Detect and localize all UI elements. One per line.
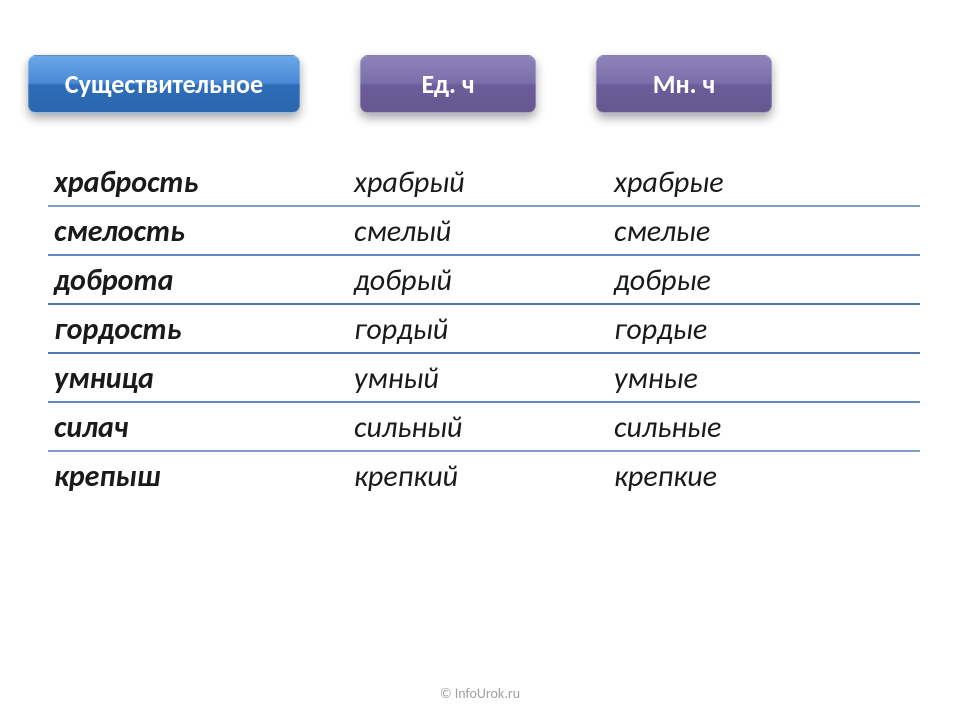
cell-noun: гордость [54,311,354,348]
header-row: Существительное Ед. ч Мн. ч [0,0,960,113]
cell-singular: смелый [354,213,614,250]
cell-noun: крепыш [54,458,354,495]
table-row: умницаумныйумные [48,354,920,403]
table-row: силачсильныйсильные [48,403,920,452]
cell-noun: умница [54,360,354,397]
header-plural: Мн. ч [596,55,772,113]
cell-plural: добрые [614,262,920,299]
header-singular: Ед. ч [360,55,536,113]
table-row: крепышкрепкийкрепкие [48,452,920,499]
cell-singular: гордый [354,311,614,348]
cell-plural: сильные [614,409,920,446]
cell-noun: смелость [54,213,354,250]
cell-singular: храбрый [354,164,614,201]
footer-credit: © InfoUrok.ru [0,685,960,702]
cell-singular: крепкий [354,458,614,495]
cell-plural: умные [614,360,920,397]
cell-noun: силач [54,409,354,446]
cell-noun: храбрость [54,164,354,201]
word-table: храбростьхрабрыйхрабрыесмелостьсмелыйсме… [0,113,960,499]
header-noun: Существительное [28,55,300,113]
table-row: смелостьсмелыйсмелые [48,207,920,256]
cell-plural: гордые [614,311,920,348]
table-row: добротадобрыйдобрые [48,256,920,305]
cell-singular: умный [354,360,614,397]
cell-singular: сильный [354,409,614,446]
cell-singular: добрый [354,262,614,299]
cell-plural: крепкие [614,458,920,495]
table-row: храбростьхрабрыйхрабрые [48,158,920,207]
table-row: гордостьгордыйгордые [48,305,920,354]
cell-noun: доброта [54,262,354,299]
cell-plural: смелые [614,213,920,250]
cell-plural: храбрые [614,164,920,201]
